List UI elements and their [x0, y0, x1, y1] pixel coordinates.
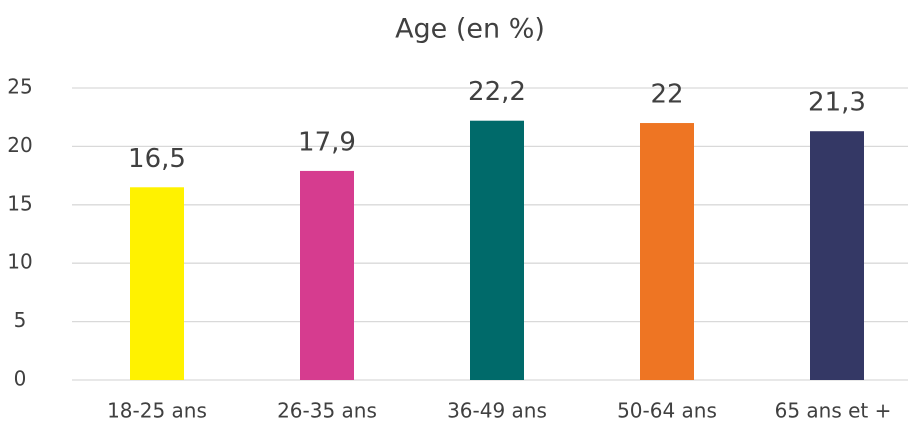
value-label: 17,9 [298, 127, 356, 157]
x-tick-label: 36-49 ans [447, 399, 547, 423]
bar [640, 123, 694, 380]
chart-title: Age (en %) [395, 14, 545, 45]
y-tick-label: 15 [7, 191, 32, 215]
bar [810, 131, 864, 380]
y-tick-label: 10 [7, 250, 32, 274]
value-label: 21,3 [808, 88, 866, 118]
bar [130, 187, 184, 380]
y-tick-label: 5 [14, 308, 27, 332]
value-label: 16,5 [128, 144, 186, 174]
value-label: 22 [650, 80, 683, 110]
x-tick-label: 18-25 ans [107, 399, 207, 423]
bar [470, 120, 524, 380]
value-label: 22,2 [468, 77, 526, 107]
x-tick-label: 26-35 ans [277, 399, 377, 423]
y-tick-label: 0 [14, 367, 27, 391]
y-tick-label: 25 [7, 75, 32, 99]
x-tick-label: 65 ans et + [775, 399, 892, 423]
x-tick-label: 50-64 ans [617, 399, 717, 423]
y-tick-label: 20 [7, 133, 32, 157]
bar [300, 170, 354, 380]
